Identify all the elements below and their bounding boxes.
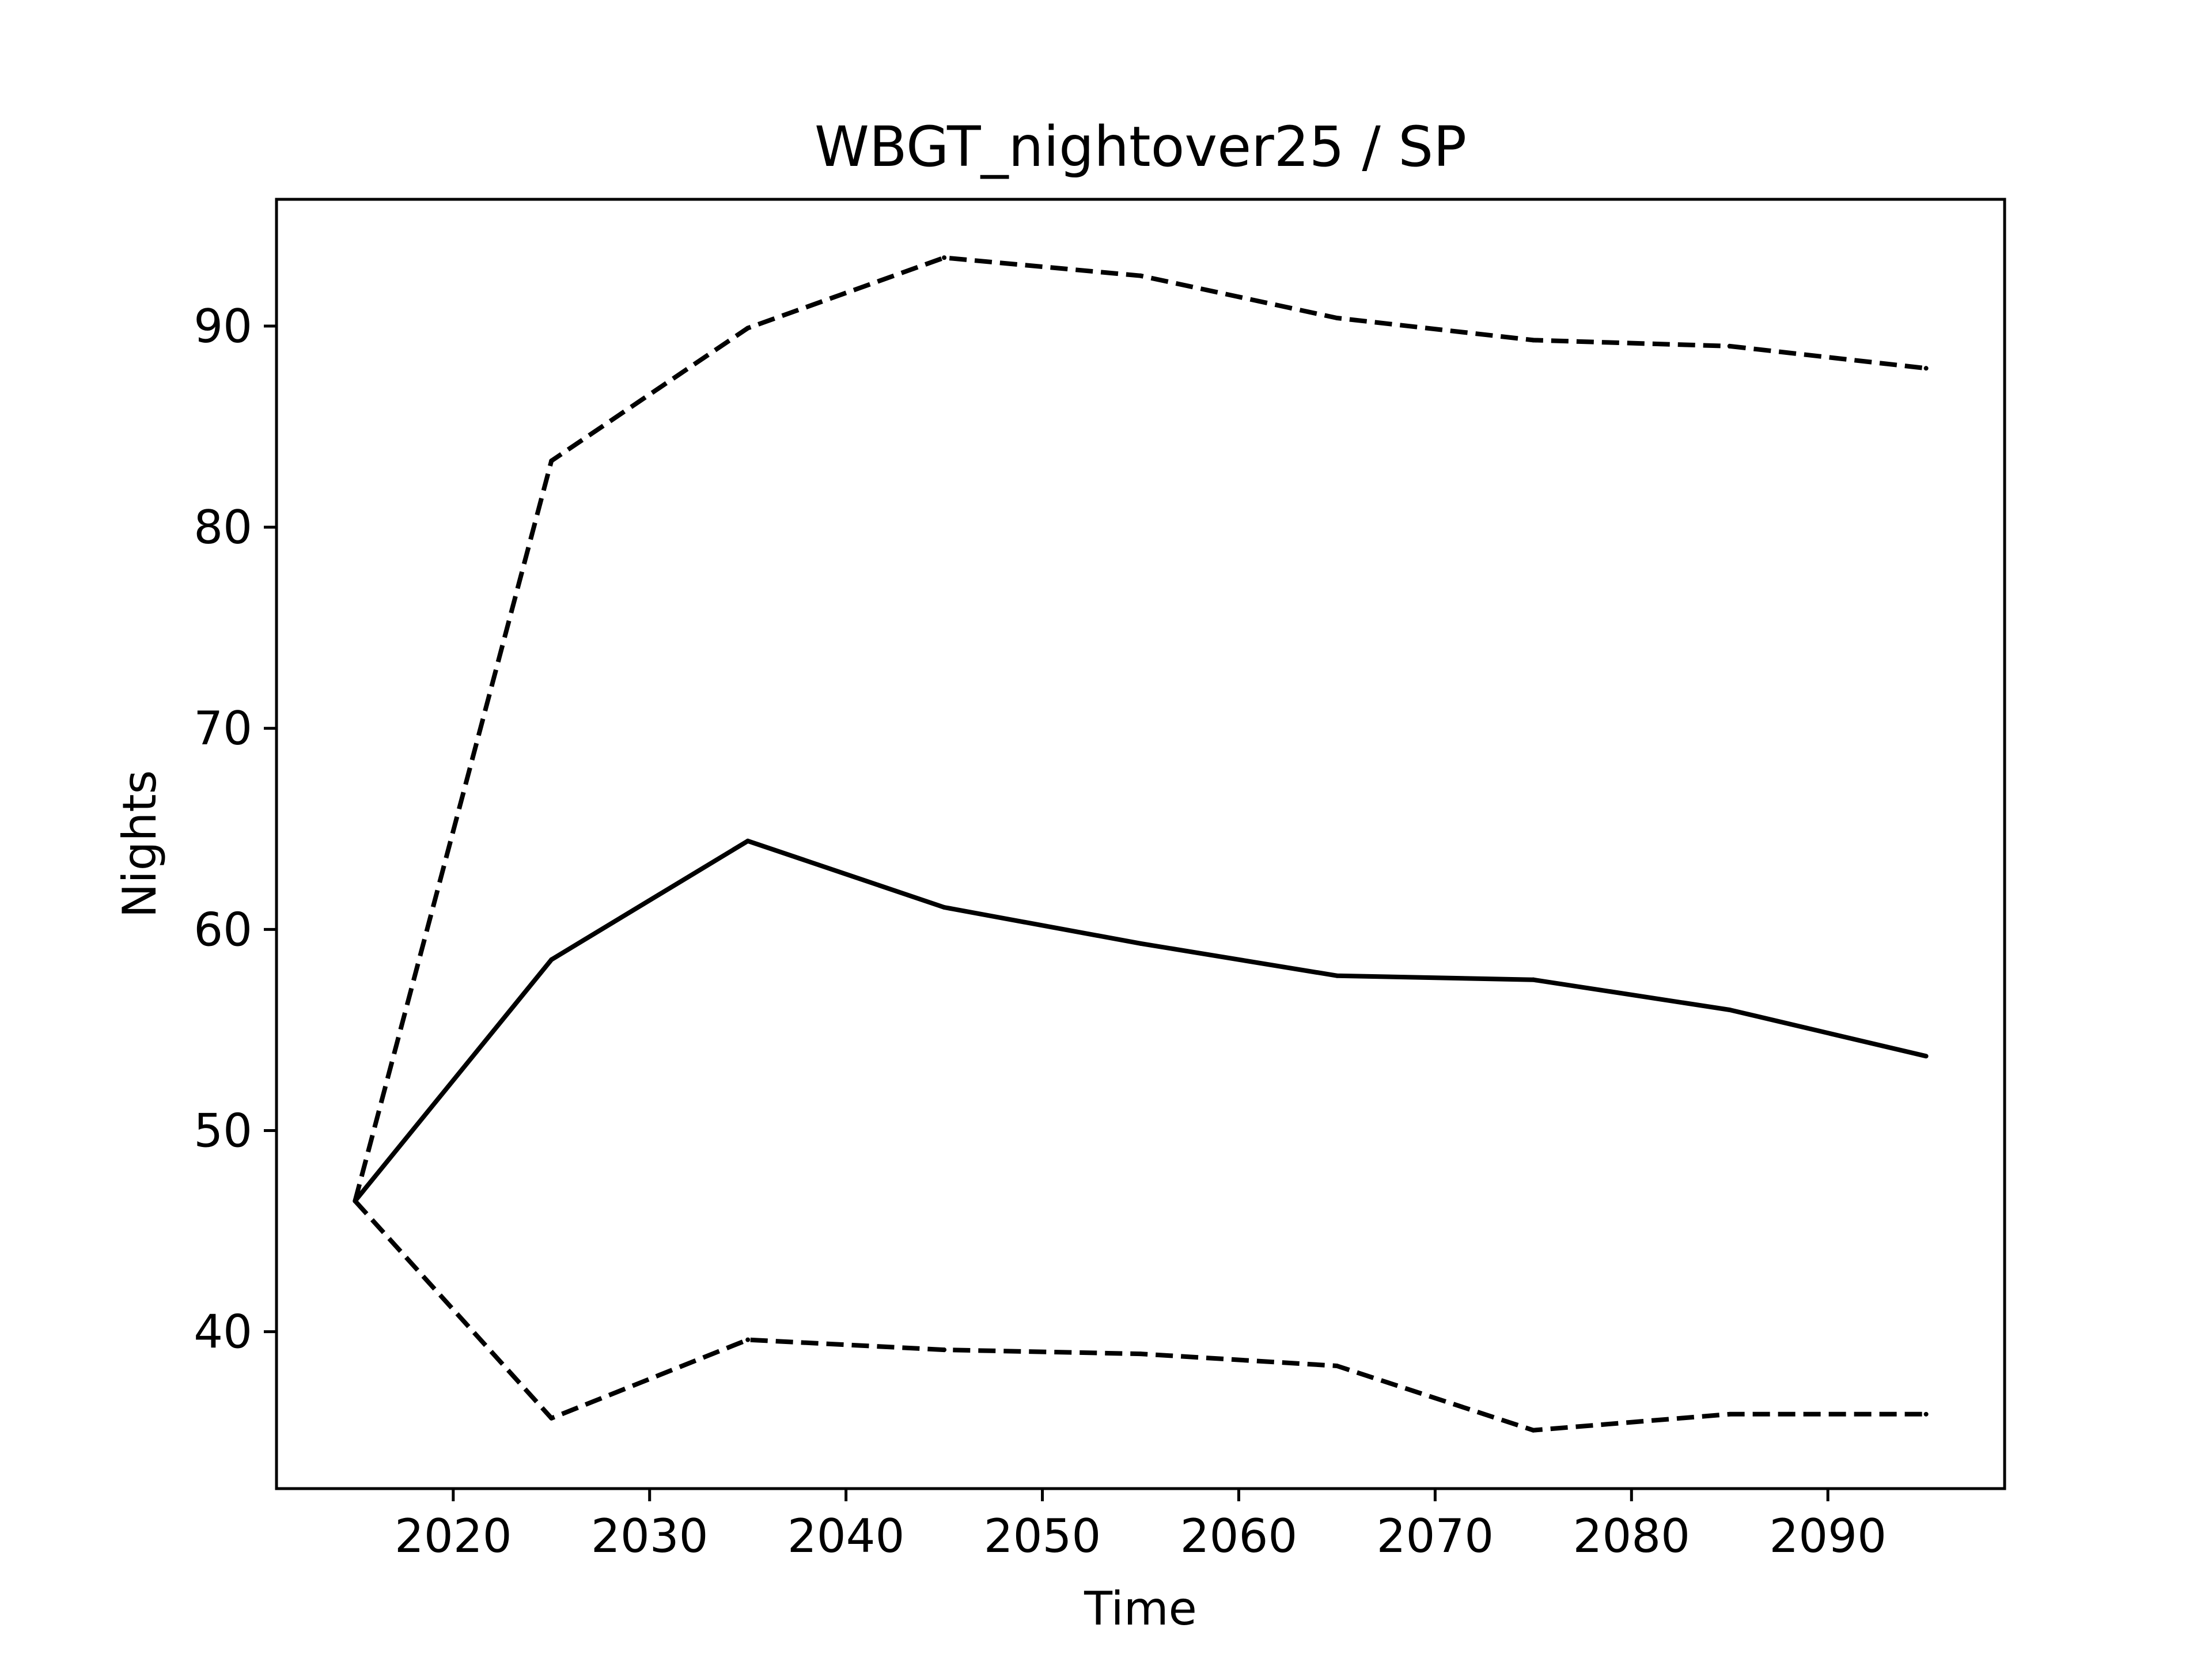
data-point [745, 325, 751, 331]
data-point [1531, 1428, 1536, 1433]
x-tick-label: 2040 [787, 1509, 905, 1563]
series-layer [353, 255, 1929, 1433]
y-axis-label: Nights [113, 770, 166, 918]
data-point [1334, 315, 1339, 320]
data-point [1334, 1364, 1339, 1369]
data-point [942, 255, 947, 260]
data-point [549, 957, 554, 962]
x-axis-label: Time [1084, 1582, 1197, 1636]
chart-title: WBGT_nightover25 / SP [815, 115, 1467, 179]
y-tick-label: 60 [194, 903, 252, 956]
data-point [1531, 977, 1536, 982]
data-point [1727, 1008, 1732, 1013]
data-point [942, 904, 947, 910]
data-point [549, 1415, 554, 1421]
data-point [1923, 366, 1929, 371]
x-tick-label: 2060 [1180, 1509, 1298, 1563]
data-point [1923, 1411, 1929, 1417]
data-point [1334, 973, 1339, 978]
x-tick-label: 2070 [1377, 1509, 1494, 1563]
data-point [745, 1337, 751, 1342]
data-point [942, 1347, 947, 1353]
plot-frame [275, 198, 2006, 1490]
data-point [745, 838, 751, 843]
ticks-layer: 2020 2030 2040 2050 2060 2070 2080 2090 40 50 60 70… [194, 300, 1887, 1563]
data-point [1923, 1054, 1929, 1059]
x-tick-label: 2080 [1573, 1509, 1690, 1563]
x-tick-label: 2030 [591, 1509, 709, 1563]
data-point [1138, 273, 1143, 278]
y-tick-label: 80 [194, 501, 252, 554]
y-tick-label: 40 [194, 1305, 252, 1359]
x-tick-label: 2020 [395, 1509, 512, 1563]
data-point [1531, 338, 1536, 343]
data-point [549, 458, 554, 463]
data-point [1727, 343, 1732, 349]
data-point [353, 1198, 358, 1203]
y-tick-label: 70 [194, 702, 252, 755]
x-tick-label: 2090 [1769, 1509, 1887, 1563]
data-point [1138, 1351, 1143, 1357]
data-point [1138, 941, 1143, 946]
x-tick-label: 2050 [984, 1509, 1101, 1563]
data-point [1727, 1411, 1732, 1417]
y-tick-label: 90 [194, 300, 252, 353]
y-tick-label: 50 [194, 1104, 252, 1158]
